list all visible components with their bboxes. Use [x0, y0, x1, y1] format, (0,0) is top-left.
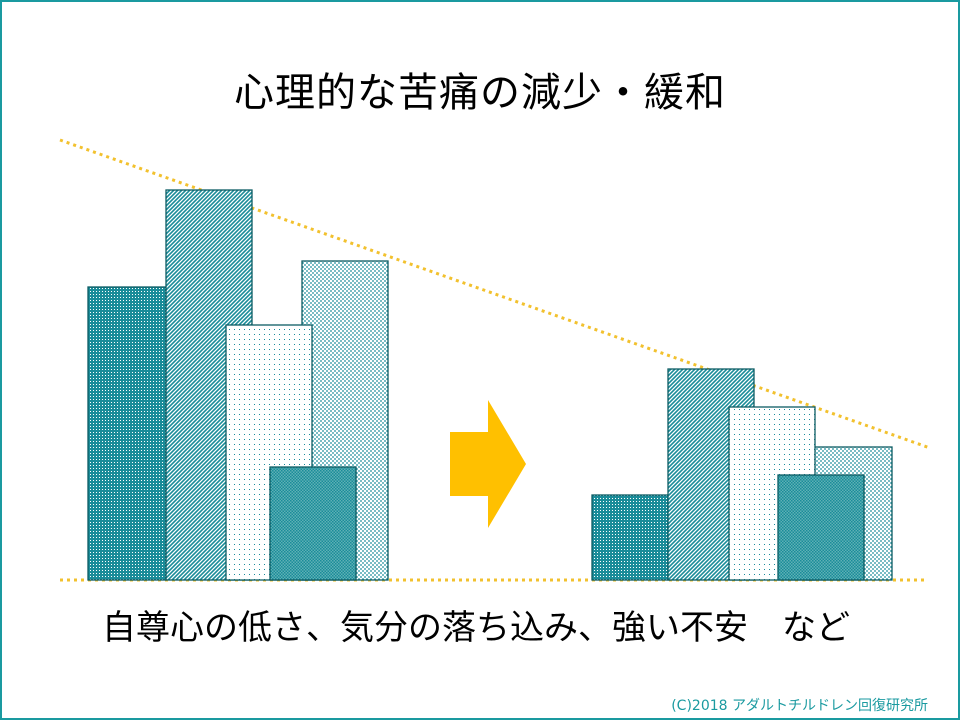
caption-text: 自尊心の低さ、気分の落ち込み、強い不安 など: [102, 608, 850, 648]
bar-after-4: [777, 474, 865, 581]
bar-after-1: [591, 494, 671, 581]
bar-before-1: [87, 286, 167, 581]
slide-title: 心理的な苦痛の減少・緩和: [234, 70, 726, 116]
arrow-right-icon: [450, 400, 526, 528]
copyright-text: (C)2018 アダルトチルドレン回復研究所: [671, 698, 928, 714]
bar-before-4: [269, 466, 357, 581]
